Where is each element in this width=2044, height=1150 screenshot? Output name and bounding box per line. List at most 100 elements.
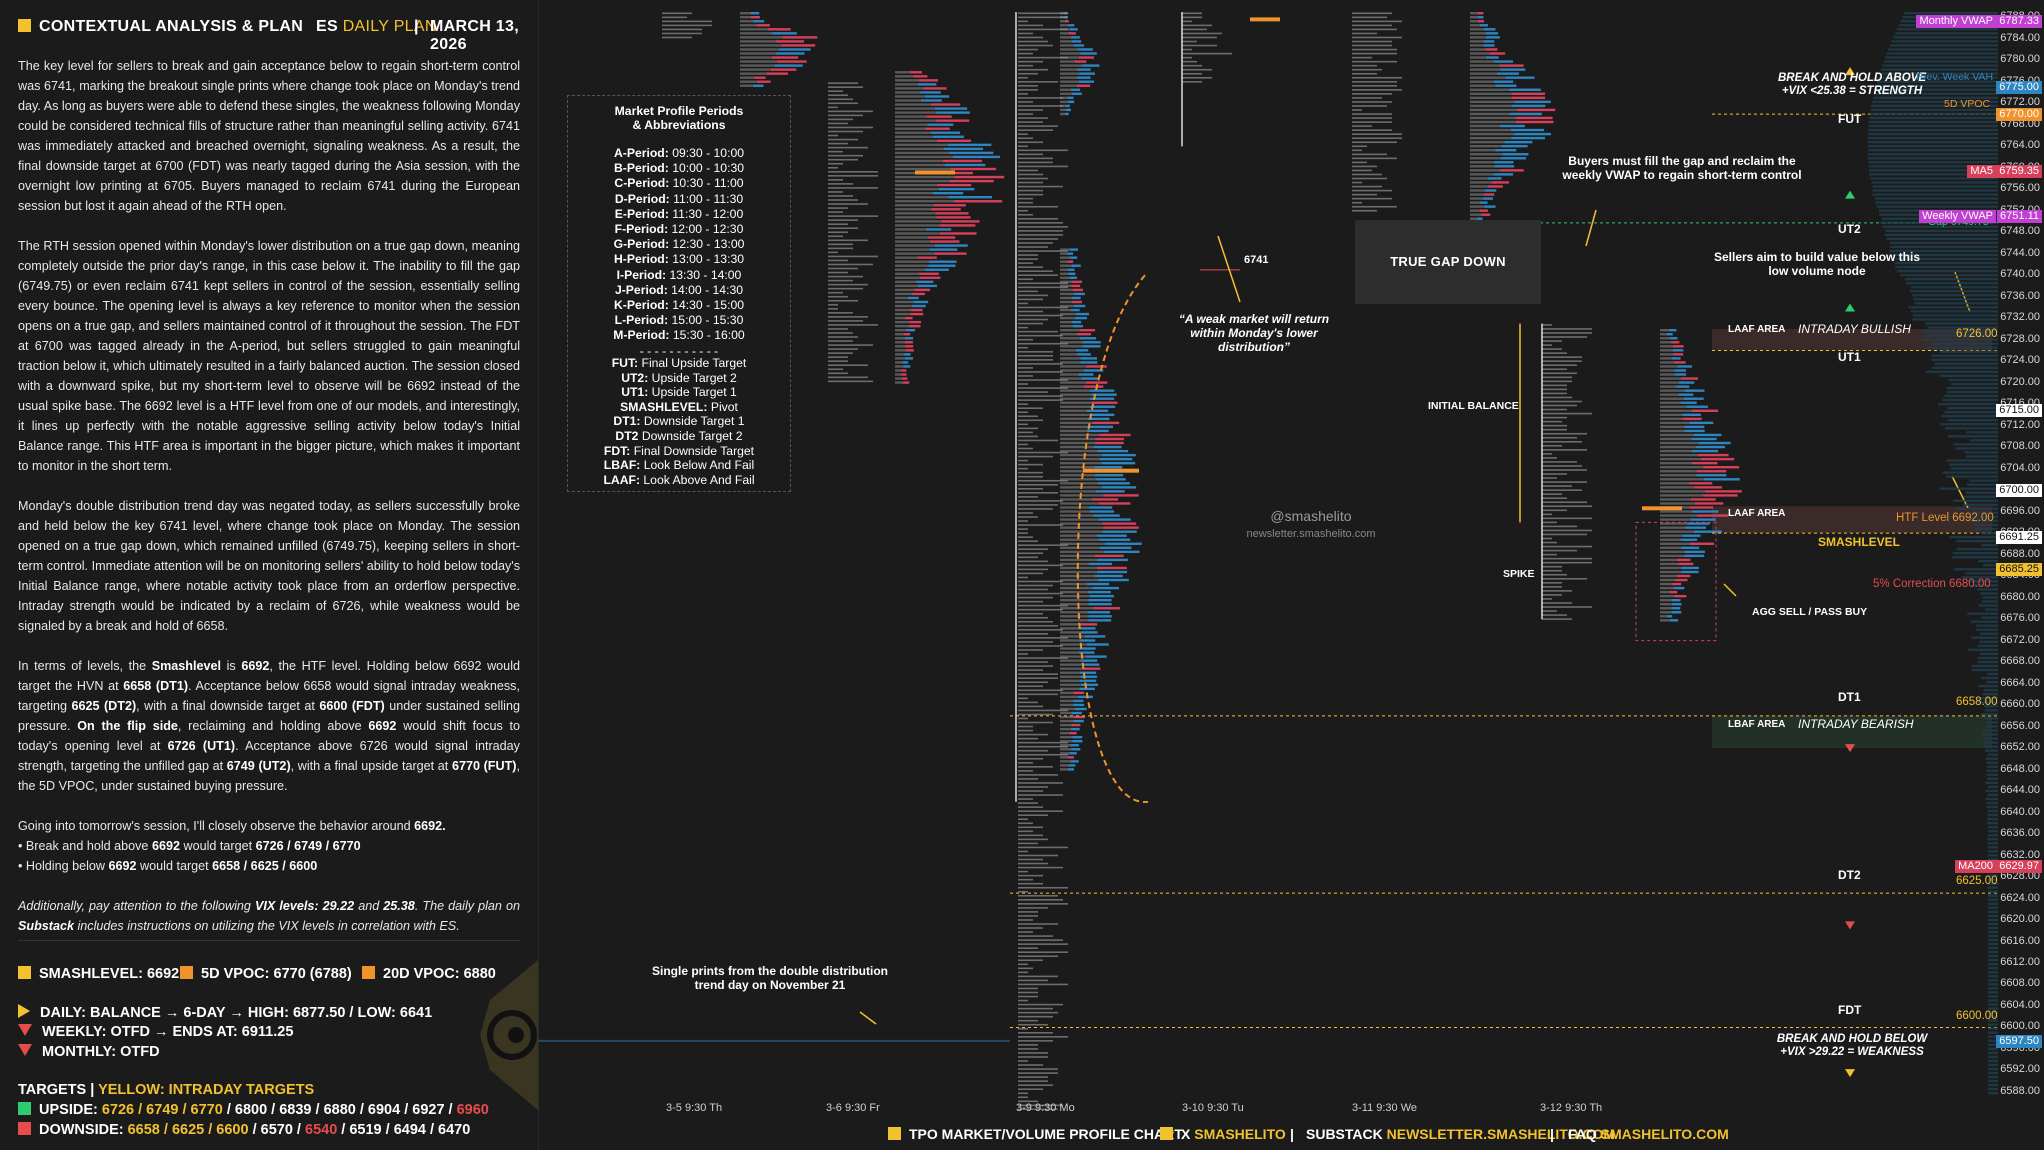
tpo-row [1018, 729, 1033, 732]
profile-bar [1091, 393, 1117, 396]
aggregate-bar [1968, 519, 1998, 523]
tpo-row [1182, 76, 1212, 79]
profile-bar [1078, 48, 1093, 51]
profile-bar [1060, 20, 1065, 23]
aggregate-bar [1987, 898, 1998, 901]
profile-bar [1060, 744, 1071, 747]
substack-link[interactable]: NEWSLETTER.SMASHELITO.COM [1386, 1126, 1616, 1142]
profile-bar [1660, 397, 1685, 400]
profile-bar [740, 32, 772, 35]
tpo-row [1542, 473, 1567, 475]
aggregate-bar [1987, 1075, 1998, 1079]
profile-bar [1705, 490, 1742, 493]
profile-bar [1104, 542, 1142, 545]
profile-bar [1470, 36, 1487, 39]
profile-bar [950, 167, 997, 171]
profile-bar [895, 260, 929, 263]
faq-link[interactable]: SMASHELITO.COM [1600, 1126, 1729, 1142]
profile-bar [1691, 461, 1718, 465]
profile-bar [913, 300, 929, 304]
square-icon [18, 1102, 31, 1115]
abbr-row: DT2 Downside Target 2 [615, 429, 743, 443]
profile-bar [1060, 748, 1072, 751]
profile-bar [1060, 711, 1073, 715]
tpo-row [1018, 443, 1028, 446]
profile-bar [1660, 550, 1685, 554]
profile-bar [1660, 590, 1670, 594]
tpo-row [1542, 561, 1592, 564]
profile-bar [1672, 353, 1684, 356]
profile-bar [1060, 723, 1072, 727]
tpo-row [1018, 133, 1028, 135]
profile-bar [939, 232, 977, 235]
tpo-row [1018, 419, 1043, 422]
profile-bar [1074, 707, 1087, 711]
profile-bar [1694, 502, 1724, 505]
profile-bar [1060, 341, 1083, 344]
profile-bar [1076, 68, 1091, 71]
footer-substack: SUBSTACK NEWSLETTER.SMASHELITO.COM [1306, 1126, 1616, 1142]
aggregate-bar [1873, 92, 1998, 95]
profile-bar [1470, 173, 1494, 176]
profile-bar [1097, 558, 1128, 562]
profile-bar [935, 212, 969, 215]
tpo-row [1018, 290, 1038, 293]
tpo-row [828, 146, 868, 149]
analysis-panel: CONTEXTUAL ANALYSIS & PLAN ES DAILY PLAN… [0, 0, 539, 1150]
aggregate-bar [1867, 144, 1998, 148]
aggregate-bar [1983, 737, 1998, 740]
tpo-row [1018, 572, 1043, 575]
tpo-row [828, 336, 858, 338]
tpo-row [1018, 234, 1063, 236]
tpo-row [1018, 701, 1038, 704]
profile-bar [1470, 16, 1478, 19]
aggregate-bar [1946, 406, 1998, 410]
profile-bar [1682, 413, 1701, 417]
profile-bar [1697, 453, 1729, 457]
tpo-row [1018, 899, 1063, 901]
profile-bar [1660, 619, 1670, 622]
tpo-row [1018, 141, 1043, 144]
profile-bar [895, 345, 905, 348]
profile-bar [895, 191, 933, 195]
tpo-row [1018, 298, 1043, 301]
profile-bar [1087, 417, 1110, 421]
tpo-row [1542, 590, 1572, 592]
profile-bar [1071, 92, 1082, 95]
tpo-row [1018, 907, 1048, 909]
tpo-chart [538, 12, 1998, 1110]
tpo-row [1018, 500, 1063, 502]
profile-bar [909, 71, 922, 74]
aggregate-bar [1987, 1063, 1998, 1067]
aggregate-bar [1978, 560, 1998, 563]
aggregate-bar [1878, 76, 1998, 79]
aggregate-bar [1946, 475, 1998, 478]
aggregate-bar [1986, 769, 1998, 772]
profile-bar [1060, 671, 1080, 674]
tpo-row [1352, 197, 1392, 200]
ann-6741: 6741 [1244, 254, 1269, 266]
tpo-row [662, 20, 712, 23]
aggregate-bar [1987, 1091, 1998, 1095]
profile-bar [1092, 514, 1120, 517]
profile-bar [1660, 413, 1683, 417]
tpo-row [1182, 81, 1202, 83]
profile-bar [1073, 304, 1086, 308]
price-tick: 6756.00 [2000, 182, 2040, 195]
profile-bar [1060, 308, 1071, 312]
profile-bar [895, 123, 928, 126]
profile-bar [1502, 153, 1529, 156]
profile-bar [1514, 132, 1551, 136]
aggregate-bar [1980, 616, 1998, 619]
price-tag: 6691.25 [1996, 531, 2042, 545]
aggregate-bar [1867, 153, 1998, 156]
tpo-row [828, 320, 863, 322]
profile-bar [1486, 36, 1500, 39]
x-handle-link[interactable]: SMASHELITO [1194, 1126, 1286, 1142]
profile-bar [909, 320, 922, 324]
profile-bar [1060, 760, 1071, 763]
aggregate-bar [1974, 527, 1998, 531]
profile-bar [895, 139, 937, 143]
profile-bar [1678, 562, 1694, 566]
tpo-row [1018, 649, 1043, 651]
